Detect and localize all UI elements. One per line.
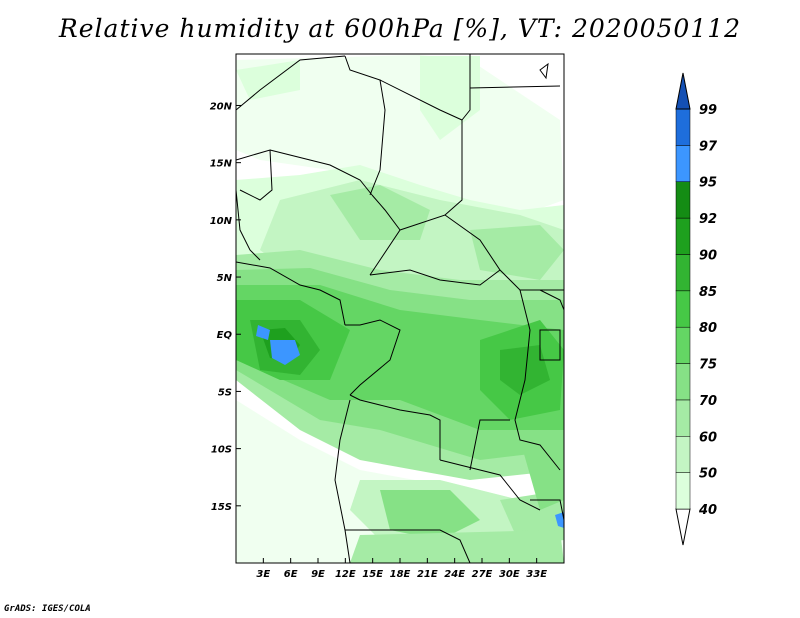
lon-tick-label: 18E — [390, 569, 411, 580]
colorbar-label: 75 — [699, 358, 717, 373]
colorbar-label: 97 — [699, 139, 718, 154]
lat-tick-label: 10S — [211, 445, 232, 456]
lon-tick-label: 30E — [499, 569, 520, 580]
lon-tick-label: 27E — [472, 569, 493, 580]
lon-tick-label: 6E — [284, 569, 298, 580]
colorbar-segment — [675, 472, 691, 510]
colorbar-label: 95 — [699, 176, 717, 191]
colorbar-label: 50 — [699, 467, 717, 482]
colorbar-label: 80 — [699, 321, 717, 336]
lat-tick-label: 5N — [217, 273, 233, 284]
country-borders — [236, 54, 564, 563]
lat-tick-label: EQ — [217, 330, 233, 341]
lon-tick-label: 9E — [311, 569, 325, 580]
colorbar-segment — [675, 436, 691, 473]
colorbar-under-arrow — [675, 508, 691, 546]
latitude-axis: 20N 15N 10N 5N EQ 5S 10S 15S — [210, 101, 241, 513]
lon-tick-label: 24E — [444, 569, 465, 580]
colorbar-segment — [675, 254, 691, 292]
credit-label: GrADS: IGES/COLA — [4, 604, 91, 614]
colorbar-label: 92 — [699, 212, 717, 227]
colorbar-segment — [675, 181, 691, 219]
colorbar-segment — [675, 363, 691, 401]
lon-tick-label: 3E — [256, 569, 270, 580]
colorbar-segment — [675, 290, 691, 328]
lat-tick-label: 20N — [210, 101, 233, 112]
chart-title: Relative humidity at 600hPa [%], VT: 202… — [58, 14, 742, 43]
colorbar-segment — [675, 399, 691, 437]
colorbar-segment — [675, 108, 691, 146]
colorbar-segment — [675, 326, 691, 364]
lat-tick-label: 5S — [218, 387, 232, 398]
colorbar-label: 90 — [699, 248, 717, 263]
humidity-map — [236, 54, 564, 563]
colorbar-label: 60 — [699, 430, 717, 445]
lon-tick-label: 12E — [335, 569, 356, 580]
lon-tick-label: 15E — [362, 569, 383, 580]
lat-tick-label: 10N — [210, 216, 233, 227]
colorbar-label: 99 — [699, 103, 717, 118]
humidity-field-layer — [236, 55, 564, 563]
colorbar-over-arrow — [675, 72, 691, 110]
colorbar-segment — [675, 145, 691, 182]
lat-tick-label: 15N — [210, 159, 233, 170]
colorbar-label: 70 — [699, 394, 717, 409]
lon-tick-label: 33E — [526, 569, 547, 580]
colorbar-segment — [675, 217, 691, 255]
longitude-axis: 3E 6E 9E 12E 15E 18E 21E 24E 27E 30E 33E — [256, 558, 547, 580]
colorbar: 40 50 60 70 75 80 85 90 92 95 97 99 — [675, 72, 718, 546]
colorbar-label: 40 — [698, 503, 717, 518]
lat-tick-label: 15S — [211, 502, 232, 513]
colorbar-label: 85 — [699, 285, 717, 300]
lon-tick-label: 21E — [417, 569, 438, 580]
